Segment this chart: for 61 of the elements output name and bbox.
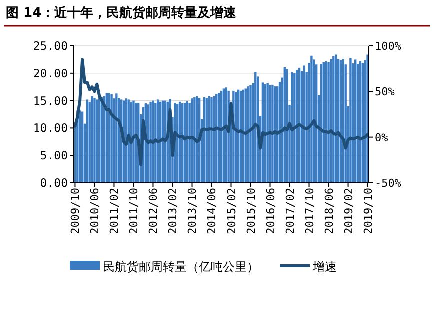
bar bbox=[272, 84, 274, 183]
x-tick-label: 2013/10 bbox=[186, 188, 200, 234]
bar bbox=[330, 59, 332, 183]
bar bbox=[86, 100, 89, 183]
x-tick-label: 2011/10 bbox=[128, 188, 141, 234]
bar bbox=[152, 100, 154, 183]
bar bbox=[110, 94, 113, 183]
legend-label: 民航货邮周转量（亿吨公里） bbox=[103, 260, 259, 274]
x-tick-label: 2016/06 bbox=[264, 188, 278, 234]
bar bbox=[150, 102, 152, 183]
bar bbox=[154, 102, 157, 183]
y-tick-label: 10.00 bbox=[33, 121, 68, 136]
bar bbox=[247, 86, 250, 183]
bar bbox=[188, 102, 191, 183]
bar bbox=[213, 96, 216, 183]
line-series bbox=[74, 58, 370, 166]
y-tick-label: 15.00 bbox=[33, 94, 68, 108]
y-tick-label: 5.00 bbox=[40, 148, 68, 163]
bar bbox=[96, 100, 98, 183]
x-tick-label: 2009/10 bbox=[69, 188, 82, 234]
x-tick-label: 2014/06 bbox=[206, 188, 219, 234]
y2-tick-label: 50% bbox=[375, 86, 396, 99]
bar bbox=[135, 102, 138, 183]
x-tick-label: 2017/02 bbox=[284, 188, 297, 234]
x-tick-label: 2015/10 bbox=[244, 188, 258, 234]
bar bbox=[116, 94, 118, 183]
bar bbox=[286, 69, 288, 183]
y2-tick-label: 0% bbox=[375, 131, 389, 144]
bar bbox=[208, 96, 210, 183]
bar bbox=[91, 96, 94, 183]
bar bbox=[191, 98, 194, 183]
bar bbox=[81, 112, 84, 183]
bar bbox=[94, 98, 96, 183]
y-tick-label: 25.00 bbox=[33, 39, 68, 53]
y-tick-label: 0.00 bbox=[40, 176, 68, 190]
bar bbox=[194, 98, 196, 183]
x-tick-label: 2011/02 bbox=[108, 188, 122, 234]
bar bbox=[210, 98, 213, 183]
bar bbox=[328, 62, 330, 183]
bar bbox=[310, 56, 313, 183]
y-tick-label: 20.00 bbox=[33, 66, 68, 80]
y2-tick-label: -50% bbox=[375, 177, 402, 190]
y2-tick-label: 100% bbox=[375, 40, 402, 53]
x-tick-label: 2013/02 bbox=[166, 188, 180, 234]
legend-label: 增速 bbox=[312, 260, 337, 274]
bar bbox=[266, 83, 269, 183]
bar bbox=[130, 102, 132, 183]
bar bbox=[291, 72, 294, 183]
bar bbox=[132, 100, 135, 183]
x-tick-label: 2010/06 bbox=[88, 188, 102, 234]
chart-title: 图 14：近十年，民航货邮周转量及增速 bbox=[6, 5, 238, 21]
bar bbox=[350, 58, 352, 183]
x-tick-label: 2012/06 bbox=[147, 188, 160, 234]
x-tick-label: 2018/06 bbox=[322, 188, 336, 234]
bar bbox=[250, 85, 252, 183]
bar bbox=[269, 85, 272, 183]
x-tick-label: 2019/10 bbox=[362, 188, 375, 234]
x-tick-label: 2015/02 bbox=[225, 188, 238, 234]
x-tick-label: 2017/10 bbox=[303, 188, 316, 234]
x-tick-label: 2019/02 bbox=[342, 188, 356, 234]
bar bbox=[325, 61, 328, 183]
